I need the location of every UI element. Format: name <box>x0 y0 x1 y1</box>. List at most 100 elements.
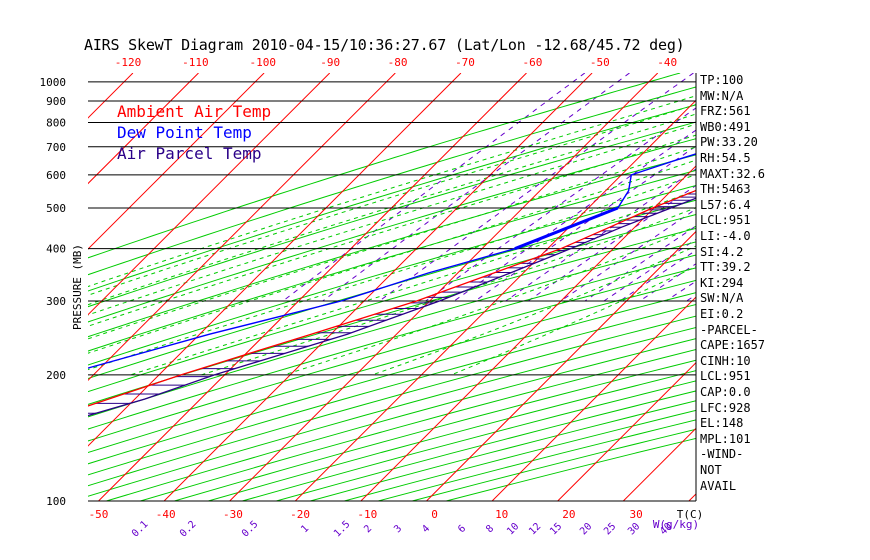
moist-adiabats <box>88 95 696 376</box>
index-row: NOT <box>700 463 722 477</box>
top-temp-tick-label: -120 <box>115 56 142 69</box>
top-temp-tick-label: -70 <box>455 56 475 69</box>
moist-adiabat <box>88 104 696 296</box>
mixing-ratio-tick-label: 0.2 <box>178 519 199 540</box>
bottom-temp-tick-label: 30 <box>629 508 642 521</box>
moist-adiabat <box>88 146 696 340</box>
index-row: LCL:951 <box>700 369 751 384</box>
isotherm <box>229 73 659 501</box>
index-row: -WIND- <box>700 447 744 462</box>
pressure-tick-label: 300 <box>46 295 66 308</box>
series-air-parcel-temp <box>88 197 696 417</box>
isotherm <box>360 165 696 501</box>
index-row: KI:294 <box>700 275 744 290</box>
top-temp-tick-label: -100 <box>250 56 277 69</box>
dry-adiabat <box>88 169 696 352</box>
mixing-ratio-tick-label: 10 <box>505 521 521 537</box>
index-row: MAXT:32.6 <box>700 166 766 181</box>
index-row: TT:39.2 <box>700 260 751 275</box>
dry-adiabat <box>88 86 696 276</box>
profile-series <box>88 153 696 417</box>
mixing-ratio-line <box>322 73 630 302</box>
index-row: PW:33.20 <box>700 135 758 150</box>
moist-adiabat <box>372 245 696 376</box>
isotherm <box>0 73 67 501</box>
index-row: LI:-4.0 <box>700 229 751 243</box>
dry-adiabat <box>88 303 696 476</box>
index-row: TH:5463 <box>700 182 751 197</box>
index-row: LFC:928 <box>700 400 751 415</box>
mixing-ratio-line <box>453 129 696 302</box>
legend: Ambient Air Temp Dew Point Temp Air Parcel… <box>117 102 271 163</box>
isotherm <box>88 73 199 185</box>
mixing-ratio-line <box>731 73 870 301</box>
legend-entry: Ambient Air Temp <box>117 102 271 121</box>
mixing-ratio-tick-label: 12 <box>527 521 543 537</box>
pressure-tick-label: 100 <box>46 495 66 508</box>
dry-adiabat <box>88 327 696 497</box>
mixing-ratio-line <box>425 107 696 302</box>
mixing-ratio-line <box>527 184 696 302</box>
index-row: MW:N/A <box>700 88 744 103</box>
mixing-ratio-tick-label: 0.1 <box>130 519 151 540</box>
isotherm <box>426 230 696 501</box>
mixing-ratio-tick-label: 20 <box>578 521 594 537</box>
top-temp-tick-label: -110 <box>182 56 209 69</box>
isotherm <box>294 99 696 501</box>
chart-title: AIRS SkewT Diagram 2010-04-15/10:36:27.6… <box>84 36 685 54</box>
index-row: WB0:491 <box>700 119 751 134</box>
index-row: EI:0.2 <box>700 307 744 321</box>
dry-adiabat <box>88 213 696 393</box>
index-row: FRZ:561 <box>700 104 751 119</box>
isotherm <box>622 427 696 501</box>
mixing-ratio-tick-label: 4 <box>420 523 432 535</box>
mixing-ratio-tick-label: 8 <box>484 523 496 535</box>
mixing-ratio-tick-label: 1 <box>299 523 311 535</box>
index-row: MPL:101 <box>700 431 751 446</box>
y-axis-label: PRESSURE (MB) <box>71 244 84 330</box>
moist-adiabat <box>88 159 696 354</box>
mixing-ratio-tick-label: 15 <box>548 521 564 537</box>
index-row: CINH:10 <box>700 353 751 368</box>
index-row: CAP:0.0 <box>700 385 751 399</box>
isotherm <box>88 73 396 382</box>
index-row: -PARCEL- <box>700 322 758 337</box>
bottom-temp-tick-label: 10 <box>495 508 508 521</box>
pressure-tick-label: 200 <box>46 369 66 382</box>
series-ambient-air-temp <box>88 189 696 407</box>
top-temp-tick-label: -80 <box>388 56 408 69</box>
isotherm <box>0 73 2 501</box>
index-row: AVAIL <box>700 478 737 493</box>
pressure-tick-label: 700 <box>46 141 66 154</box>
bottom-temp-tick-label: -50 <box>89 508 109 521</box>
mixing-ratio-tick-label: 3 <box>392 523 404 535</box>
mixing-ratio-line <box>379 73 694 302</box>
pressure-tick-label: 1000 <box>40 76 67 89</box>
top-temp-tick-label: -40 <box>657 56 677 69</box>
top-temp-tick-label: -60 <box>522 56 542 69</box>
dry-adiabat <box>88 104 696 292</box>
top-temp-tick-label: -50 <box>590 56 610 69</box>
index-row: L57:6.4 <box>700 197 751 212</box>
isotherm <box>88 73 331 316</box>
mixing-ratio-tick-label: 1.5 <box>332 519 353 540</box>
index-row: SI:4.2 <box>700 244 744 259</box>
mixing-ratio-line <box>474 145 696 302</box>
top-temp-tick-label: -90 <box>320 56 340 69</box>
bottom-temp-tick-label: -40 <box>156 508 176 521</box>
cape-hatching <box>88 190 696 414</box>
isotherm <box>755 73 870 501</box>
dry-adiabat <box>88 199 696 380</box>
isotherm <box>98 73 527 501</box>
pressure-tick-label: 800 <box>46 116 66 129</box>
bottom-temp-tick-label: -20 <box>290 508 310 521</box>
index-row: LCL:951 <box>700 213 751 228</box>
mixing-ratio-tick-label: 30 <box>626 521 642 537</box>
mixing-ratio-tick-label: 0.5 <box>240 519 261 540</box>
isotherms <box>0 73 870 501</box>
pressure-tick-label: 600 <box>46 169 66 182</box>
index-row: CAPE:1657 <box>700 338 766 353</box>
pressure-tick-label: 500 <box>46 202 66 215</box>
